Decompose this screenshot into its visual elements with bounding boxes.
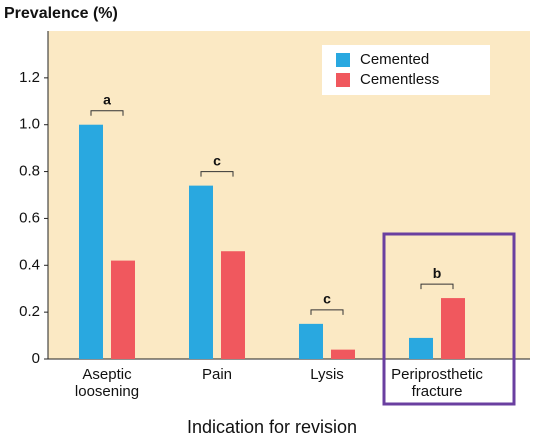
significance-label: a bbox=[103, 91, 111, 107]
legend-swatch bbox=[336, 53, 350, 67]
x-axis-title: Indication for revision bbox=[187, 417, 357, 437]
legend-label: Cementless bbox=[360, 71, 439, 88]
bar bbox=[221, 251, 245, 359]
y-tick-label: 1.0 bbox=[19, 116, 40, 133]
bar bbox=[441, 298, 465, 359]
significance-label: c bbox=[323, 291, 331, 307]
bar bbox=[409, 337, 433, 359]
bar bbox=[331, 349, 355, 359]
y-tick-label: 0.8 bbox=[19, 163, 40, 180]
highlight-box bbox=[382, 232, 516, 406]
significance-label: c bbox=[213, 152, 221, 168]
y-tick-label: 1.2 bbox=[19, 69, 40, 86]
bar bbox=[111, 260, 135, 359]
significance-bracket bbox=[310, 309, 344, 315]
significance-bracket bbox=[200, 171, 234, 177]
x-tick-label: Lysis bbox=[310, 366, 344, 383]
x-tick-label: Periprosthetic fracture bbox=[391, 366, 483, 400]
bar bbox=[79, 124, 103, 359]
y-tick-label: 0.2 bbox=[19, 303, 40, 320]
y-axis-title: Prevalence (%) bbox=[4, 5, 118, 22]
significance-bracket bbox=[90, 110, 124, 116]
y-tick-label: 0.4 bbox=[19, 256, 40, 273]
bar bbox=[189, 185, 213, 359]
significance-label: b bbox=[433, 265, 442, 281]
y-tick-label: 0.6 bbox=[19, 209, 40, 226]
y-tick-label: 0 bbox=[32, 350, 40, 367]
legend-label: Cemented bbox=[360, 51, 429, 68]
x-tick-label: Aseptic loosening bbox=[74, 366, 140, 400]
x-tick-label: Pain bbox=[201, 366, 233, 383]
significance-bracket bbox=[420, 283, 454, 290]
legend-swatch bbox=[336, 73, 350, 87]
bar bbox=[299, 323, 323, 359]
